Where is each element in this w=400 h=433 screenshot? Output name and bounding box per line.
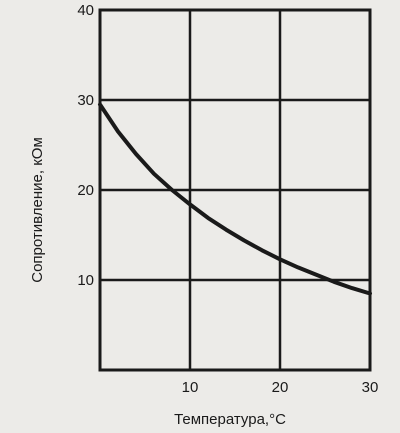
y-axis-label: Сопротивление, кОм <box>29 137 46 283</box>
plot-frame <box>98 8 372 372</box>
grid <box>100 10 370 370</box>
x-tick-labels: 10 20 30 <box>182 379 379 396</box>
y-tick-label-1: 20 <box>77 182 94 199</box>
x-tick-label-1: 20 <box>272 379 289 396</box>
x-axis-label: Температура,°C <box>174 411 286 428</box>
series-layer <box>98 102 372 296</box>
x-tick-label-2: 30 <box>362 379 379 396</box>
y-tick-label-2: 30 <box>77 92 94 109</box>
x-tick-label-0: 10 <box>182 379 199 396</box>
y-tick-label-3: 40 <box>77 2 94 19</box>
y-tick-labels: 10 20 30 40 <box>77 2 94 289</box>
y-tick-label-0: 10 <box>77 272 94 289</box>
series-line-0 <box>98 102 372 296</box>
